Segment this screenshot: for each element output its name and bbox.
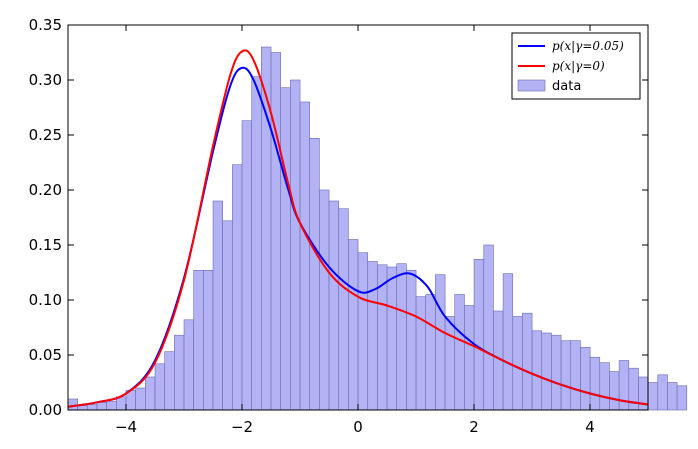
histogram-bar [183, 319, 194, 411]
y-axis-ticks: 0.00 0.05 0.10 0.15 0.20 0.25 0.30 0.35 [29, 16, 648, 419]
histogram-bar [212, 200, 223, 411]
histogram-bar [551, 334, 562, 411]
histogram-bar [222, 220, 233, 411]
histogram-bar [425, 294, 436, 411]
legend-label-gamma-005: p(x|γ=0.05) [552, 39, 624, 53]
x-tick-label: 2 [469, 418, 479, 436]
y-tick-label: 0.00 [29, 401, 62, 419]
histogram-bar [116, 396, 127, 411]
histogram-bar [280, 87, 291, 411]
histogram-bar [348, 239, 359, 411]
histogram-bar [290, 79, 301, 411]
histogram-bar [96, 401, 107, 411]
histogram-bar [444, 316, 456, 411]
histogram-bar [174, 334, 185, 411]
y-tick-label: 0.20 [29, 181, 62, 199]
histogram-bar [357, 252, 369, 411]
histogram-bar [589, 356, 601, 411]
histogram-bar [396, 263, 407, 411]
histogram-bar [618, 360, 630, 411]
y-tick-label: 0.15 [29, 236, 62, 254]
legend-label-gamma-0: p(x|γ=0) [552, 59, 605, 73]
histogram-bar [367, 261, 378, 411]
histogram-bar [473, 258, 485, 411]
histogram-bar [328, 200, 340, 411]
histogram-bar [145, 376, 156, 411]
legend-label-data: data [552, 79, 581, 94]
histogram-bar [309, 138, 320, 411]
histogram-bar [541, 332, 552, 411]
histogram-bar [435, 274, 446, 411]
histogram-bar [560, 340, 572, 411]
histogram-bar [415, 296, 427, 411]
histogram-bar [251, 76, 262, 411]
legend: p(x|γ=0.05) p(x|γ=0) data [511, 32, 641, 100]
legend-swatch-data [517, 79, 546, 92]
histogram-bar [512, 316, 523, 411]
y-tick-label: 0.35 [29, 16, 62, 34]
histogram-bar [522, 312, 533, 411]
histogram-bar [657, 374, 668, 411]
histogram-bar [319, 189, 330, 411]
histogram-bar [135, 387, 146, 411]
histogram-bar [154, 363, 165, 411]
histogram-bar [647, 382, 659, 411]
histogram-bar [599, 362, 610, 411]
histogram-bar [454, 294, 465, 411]
histogram-bar [77, 405, 88, 411]
histogram-bar [464, 305, 475, 411]
histogram-bar [386, 266, 398, 411]
histogram-bar [676, 385, 688, 411]
y-tick-label: 0.10 [29, 291, 62, 309]
histogram-bar [609, 371, 620, 411]
histogram-bar [241, 120, 252, 411]
histogram-bar [570, 340, 581, 411]
histogram-bar [164, 351, 175, 411]
x-tick-label: −2 [231, 418, 253, 436]
histogram-bar [203, 269, 214, 411]
y-tick-label: 0.30 [29, 71, 62, 89]
curve-gamma-0 [67, 49, 649, 408]
histogram-bar [667, 382, 678, 411]
y-tick-label: 0.05 [29, 346, 62, 364]
histogram-bar [531, 330, 543, 411]
histogram-bar [502, 273, 514, 411]
x-tick-label: 0 [353, 418, 363, 436]
histogram-bars [67, 46, 688, 411]
histogram-bar [67, 398, 78, 411]
histogram-bar [270, 52, 282, 411]
histogram-bar [232, 164, 243, 411]
density-curves [67, 49, 649, 408]
histogram-bar [483, 244, 494, 411]
histogram-bar [299, 101, 311, 411]
histogram-bar [580, 346, 591, 411]
histogram-bar [406, 269, 417, 411]
x-axis-ticks: −4 −2 0 2 4 [115, 25, 595, 436]
x-tick-label: −4 [115, 418, 137, 436]
histogram-bar [87, 404, 98, 411]
histogram-bar [106, 400, 117, 411]
x-tick-label: 4 [585, 418, 595, 436]
histogram-bar [338, 208, 349, 411]
histogram-bar [193, 269, 204, 411]
y-tick-label: 0.25 [29, 126, 62, 144]
